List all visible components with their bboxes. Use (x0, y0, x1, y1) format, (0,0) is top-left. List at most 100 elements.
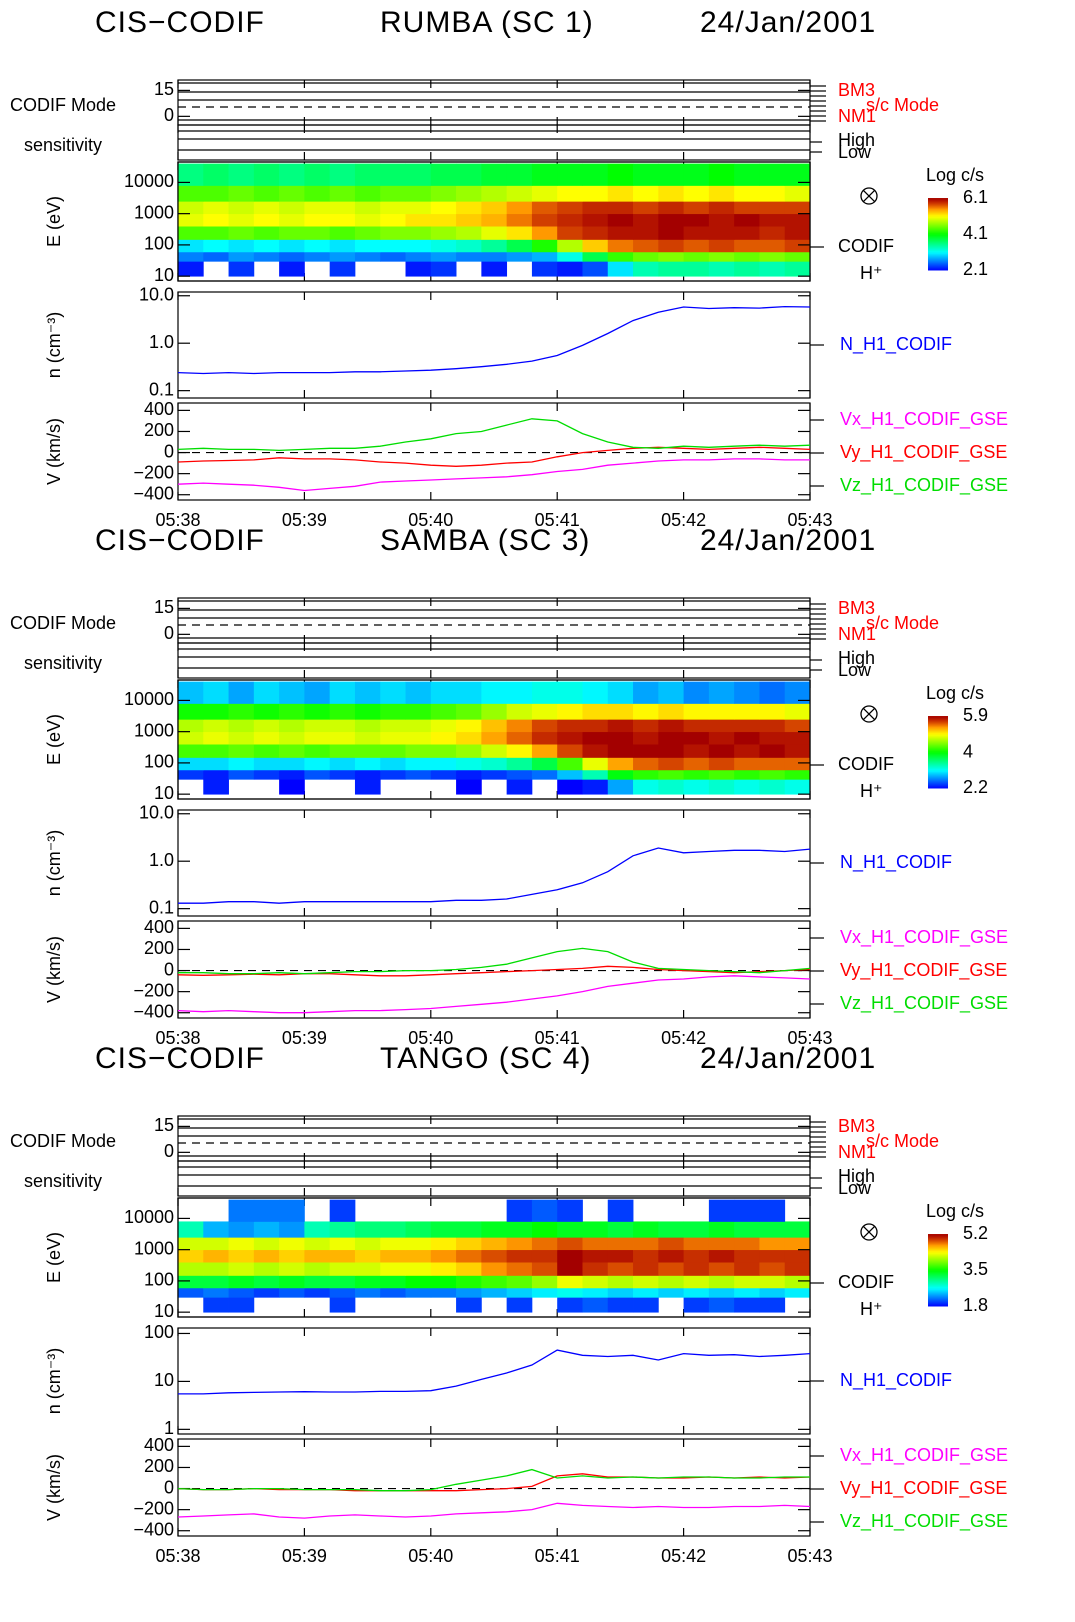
colorbar-step (928, 750, 948, 753)
spectrogram-cell (708, 1237, 735, 1251)
colorbar-step (928, 232, 948, 235)
y-tick-label: 15 (154, 597, 174, 617)
colorbar-step (928, 1268, 948, 1271)
legend-label: Vy_H1_CODIF_GSE (840, 960, 1007, 981)
spectrogram-cell (405, 681, 432, 704)
spectrogram-cell (253, 1237, 280, 1251)
spectrogram-cell (228, 1262, 255, 1276)
y-tick-label: −200 (133, 462, 174, 482)
title-center: TANGO (SC 4) (380, 1042, 591, 1075)
colorbar-step (928, 266, 948, 269)
spectrogram-cell (734, 703, 760, 720)
spectrogram-cell (633, 201, 659, 215)
spectrogram-cell (607, 681, 634, 704)
y-axis-label: n (cm⁻³) (44, 312, 64, 379)
series-line (177, 975, 811, 1014)
spectrogram-cell (531, 1287, 558, 1298)
spectrogram-cell (708, 779, 735, 795)
y-tick-label: 400 (144, 917, 174, 937)
ion-label: H⁺ (860, 781, 883, 801)
y-axis-label: E (eV) (44, 1232, 64, 1283)
spectrogram-cell (531, 1249, 558, 1263)
spectrogram-cell (304, 185, 331, 202)
spectrogram-cell (329, 1275, 356, 1289)
colorbar-step (928, 770, 948, 773)
spectrogram-cell (354, 719, 381, 733)
spectrogram-cell (759, 261, 786, 277)
colorbar-step (928, 208, 948, 211)
colorbar-step (928, 1276, 948, 1279)
x-tick-label: 05:41 (535, 510, 580, 530)
sensitivity-label: sensitivity (24, 1171, 102, 1191)
spectrogram-cell (759, 681, 786, 704)
spectrogram-cell (607, 1237, 634, 1251)
spectrogram-cell (354, 1221, 381, 1238)
colorbar-step (928, 732, 948, 735)
spectrogram-cell (203, 757, 229, 771)
spectrogram-cell (481, 1237, 508, 1251)
spectrogram-cell (531, 213, 558, 227)
spectrogram-cell (582, 769, 609, 780)
spectrogram-cell (380, 213, 406, 227)
colorbar-step (928, 200, 948, 203)
spectrogram-cell (456, 201, 482, 215)
colorbar-step (928, 736, 948, 739)
spectrogram-cell (354, 703, 381, 720)
spectrogram-cell (708, 261, 735, 277)
spectrogram-cell (531, 1275, 558, 1289)
spectrogram-cell (658, 769, 684, 780)
spectrogram-cell (203, 201, 229, 215)
spectrogram-cell (708, 769, 735, 780)
spectrogram-cell (456, 1221, 482, 1238)
colorbar-step (928, 1252, 948, 1255)
spectrogram-cell (506, 1262, 533, 1276)
x-tick-label: 05:42 (661, 1028, 706, 1048)
direction-symbol (860, 187, 878, 205)
colorbar-tick-label: 2.2 (963, 777, 988, 797)
spectrogram-cell (203, 185, 229, 202)
spectrogram-cell (405, 185, 432, 202)
legend-label: N_H1_CODIF (840, 1370, 952, 1391)
spectrogram-cell (658, 163, 684, 186)
spectrogram-cell (734, 251, 760, 262)
spectrogram-cell (683, 1297, 710, 1313)
spectrogram-cell (557, 681, 583, 704)
spectrogram-cell (304, 703, 331, 720)
spectrogram-cell (329, 201, 356, 215)
spectrogram-cell (203, 1297, 229, 1313)
spectrogram-cell (759, 226, 786, 240)
spectrogram-cell (178, 1287, 204, 1298)
colorbar-step (928, 766, 948, 769)
spectrogram-cell (582, 744, 609, 758)
colorbar-step (928, 226, 948, 229)
colorbar-step (928, 1236, 948, 1239)
spectrogram-cell (329, 185, 356, 202)
spectrogram-cell (633, 213, 659, 227)
y-tick-label: 0 (164, 623, 174, 643)
sensitivity-low: Low (838, 142, 872, 162)
y-axis-label: n (cm⁻³) (44, 1348, 64, 1415)
spectrogram-cell (683, 779, 710, 795)
spectrogram-cell (279, 779, 305, 795)
spectrogram-cell (708, 757, 735, 771)
colorbar-step (928, 780, 948, 783)
spectrogram-cell (456, 757, 482, 771)
colorbar-tick-label: 6.1 (963, 187, 988, 207)
spectrogram-cell (531, 731, 558, 745)
spectrogram-cell (506, 1297, 533, 1313)
spectrogram-cell (279, 719, 305, 733)
spectrogram-cell (734, 681, 760, 704)
colorbar-label: Log c/s (926, 683, 984, 703)
spectrogram-cell (683, 1262, 710, 1276)
series-line (178, 847, 811, 904)
spectrogram-cell (203, 1275, 229, 1289)
y-axis-label: E (eV) (44, 196, 64, 247)
colorbar-step (928, 1298, 948, 1301)
spectrogram-cell (683, 163, 710, 186)
spectrogram-cell (279, 703, 305, 720)
spectrogram-cell (354, 185, 381, 202)
spectrogram-cell (582, 703, 609, 720)
spectrogram-cell (734, 1221, 760, 1238)
spectrogram-cell (253, 744, 280, 758)
